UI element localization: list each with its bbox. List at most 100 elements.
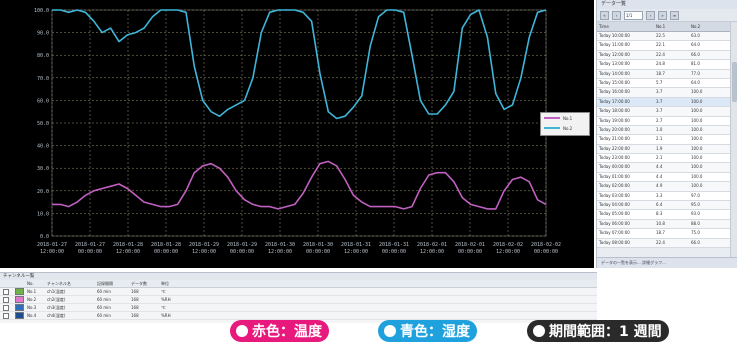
row-no1: 2.1 xyxy=(656,136,663,142)
series-line-no2 xyxy=(52,9,547,120)
x-tick-label: 2018-01-28 12:00:00 xyxy=(113,242,143,255)
row-no1: 22.4 xyxy=(656,239,665,245)
legend-item-no2: No.2 xyxy=(541,123,589,133)
channel-checkbox[interactable] xyxy=(0,296,15,303)
channel-unit: %RH xyxy=(161,297,171,302)
legend-label-no2: No.2 xyxy=(563,125,573,131)
channel-color-swatch[interactable] xyxy=(15,296,27,303)
row-time: Today 11:00:00 xyxy=(599,42,630,48)
badge-dot-icon xyxy=(533,325,545,337)
scrollbar-thumb[interactable] xyxy=(732,62,737,102)
row-time: Today 07:00:00 xyxy=(599,230,630,236)
channel-checkbox[interactable] xyxy=(0,312,15,319)
row-no2: 81.0 xyxy=(691,61,700,67)
row-no2: 100.0 xyxy=(691,173,703,179)
data-table-row[interactable]: Today 19:00:00 2.7 100.0 xyxy=(597,116,730,126)
data-table-row[interactable]: Today 11:00:00 22.1 64.0 xyxy=(597,41,730,51)
row-no2: 75.0 xyxy=(691,230,700,236)
col-no2[interactable]: No.2 xyxy=(691,24,701,29)
chart-series xyxy=(52,9,547,210)
export-icon[interactable]: ≡ xyxy=(670,10,679,20)
data-table-row[interactable]: Today 03:00:00 3.3 97.0 xyxy=(597,191,730,202)
data-table-row[interactable]: Today 08:00:00 22.4 66.0 xyxy=(597,238,730,248)
row-time: Today 05:00:00 xyxy=(599,211,630,217)
channel-no: No.3 xyxy=(27,305,37,310)
y-tick-label: 90.0 xyxy=(37,31,49,37)
data-table-row[interactable]: Today 10:00:00 22.5 63.0 xyxy=(597,32,730,42)
first-page-icon[interactable]: « xyxy=(600,10,609,20)
data-list-panel: データ一覧 « ‹ 1/1 › » ≡ Time No.1 No.2 Today… xyxy=(596,0,737,268)
chart-legend: No.1 No.2 xyxy=(540,112,590,136)
row-no2: 100.0 xyxy=(691,155,703,161)
y-tick-label: 20.0 xyxy=(37,189,49,195)
channel-row[interactable]: No.2 ch2(湿度) 60 min 168 %RH xyxy=(0,296,597,304)
x-tick-label: 2018-02-01 00:00:00 xyxy=(455,242,485,255)
page-field[interactable]: 1/1 xyxy=(624,10,643,20)
col-no1[interactable]: No.1 xyxy=(656,24,666,29)
row-time: Today 18:00:00 xyxy=(599,108,630,114)
next-page-icon[interactable]: › xyxy=(646,10,655,20)
prev-page-icon[interactable]: ‹ xyxy=(612,10,621,20)
channel-interval: 60 min xyxy=(97,297,111,302)
channel-row[interactable]: No.3 ch3(温度) 60 min 168 ℃ xyxy=(0,304,597,312)
data-table-row[interactable]: Today 05:00:00 8.3 93.0 xyxy=(597,210,730,220)
y-tick-label: 30.0 xyxy=(37,166,49,172)
last-page-icon[interactable]: » xyxy=(658,10,667,20)
row-no1: 4.4 xyxy=(656,173,663,179)
data-table-scrollbar[interactable] xyxy=(730,22,737,258)
channel-color-swatch[interactable] xyxy=(15,288,27,295)
row-time: Today 23:00:00 xyxy=(599,155,630,161)
data-table-row[interactable]: Today 12:00:00 22.4 66.0 xyxy=(597,50,730,61)
row-no1: 3.7 xyxy=(656,89,663,95)
row-no1: 3.7 xyxy=(656,98,663,104)
row-no2: 66.0 xyxy=(691,239,700,245)
channel-no: No.4 xyxy=(27,313,37,318)
chart-grid xyxy=(51,9,547,237)
data-table-row[interactable]: Today 23:00:00 2.1 100.0 xyxy=(597,154,730,164)
data-table-row[interactable]: Today 04:00:00 6.4 95.0 xyxy=(597,201,730,211)
channel-row[interactable]: No.1 ch1(温度) 60 min 168 ℃ xyxy=(0,288,597,296)
channel-row[interactable]: No.4 ch4(湿度) 60 min 168 %RH xyxy=(0,312,597,320)
data-table-row[interactable]: Today 17:00:00 3.7 100.0 xyxy=(597,97,730,108)
data-table-row[interactable]: Today 15:00:00 5.7 64.0 xyxy=(597,78,730,89)
channel-color-swatch[interactable] xyxy=(15,312,27,319)
col-interval: 記録間隔 xyxy=(97,280,113,286)
y-axis-ticks: 100.0 90.0 80.0 70.0 60.0 50.0 40.0 30.0 20.0 10.… xyxy=(34,8,49,240)
row-no1: 4.9 xyxy=(656,183,663,189)
row-no1: 10.8 xyxy=(656,220,665,226)
y-tick-label: 100.0 xyxy=(34,8,49,14)
data-table-row[interactable]: Today 14:00:00 18.7 77.0 xyxy=(597,69,730,79)
col-count: データ数 xyxy=(131,280,147,286)
channel-interval: 60 min xyxy=(97,313,111,318)
channel-panel-title: チャンネル一覧 xyxy=(0,273,597,280)
col-time[interactable]: Time xyxy=(599,24,609,29)
channel-checkbox[interactable] xyxy=(0,288,15,295)
row-no2: 100.0 xyxy=(691,126,703,132)
data-table-row[interactable]: Today 16:00:00 3.7 100.0 xyxy=(597,88,730,98)
data-table-row[interactable]: Today 18:00:00 3.7 100.0 xyxy=(597,107,730,117)
row-no1: 1.9 xyxy=(656,145,663,151)
data-table-row[interactable]: Today 06:00:00 10.8 88.0 xyxy=(597,219,730,230)
row-time: Today 21:00:00 xyxy=(599,136,630,142)
channel-checkbox[interactable] xyxy=(0,304,15,311)
legend-item-no1: No.1 xyxy=(541,113,589,123)
row-no1: 6.4 xyxy=(656,202,663,208)
data-table-row[interactable]: Today 02:00:00 4.9 100.0 xyxy=(597,182,730,192)
data-table-row[interactable]: Today 20:00:00 1.0 100.0 xyxy=(597,125,730,136)
row-no2: 100.0 xyxy=(691,89,703,95)
row-time: Today 10:00:00 xyxy=(599,33,630,38)
badge-period-range: 期間範囲：1 週間 xyxy=(527,320,669,342)
channel-color-swatch[interactable] xyxy=(15,304,27,311)
data-table-row[interactable]: Today 22:00:00 1.9 100.0 xyxy=(597,144,730,155)
data-table-row[interactable]: Today 13:00:00 24.8 81.0 xyxy=(597,60,730,70)
data-table-row[interactable]: Today 01:00:00 4.4 100.0 xyxy=(597,172,730,183)
data-table-row[interactable]: Today 07:00:00 18.7 75.0 xyxy=(597,229,730,239)
row-time: Today 04:00:00 xyxy=(599,202,630,208)
y-tick-label: 0.0 xyxy=(40,234,49,240)
badge-dot-icon xyxy=(384,325,396,337)
data-table-row[interactable]: Today 00:00:00 4.4 100.0 xyxy=(597,163,730,173)
data-table-row[interactable]: Today 21:00:00 2.1 100.0 xyxy=(597,135,730,145)
row-no2: 100.0 xyxy=(691,98,703,104)
y-tick-label: 80.0 xyxy=(37,53,49,59)
